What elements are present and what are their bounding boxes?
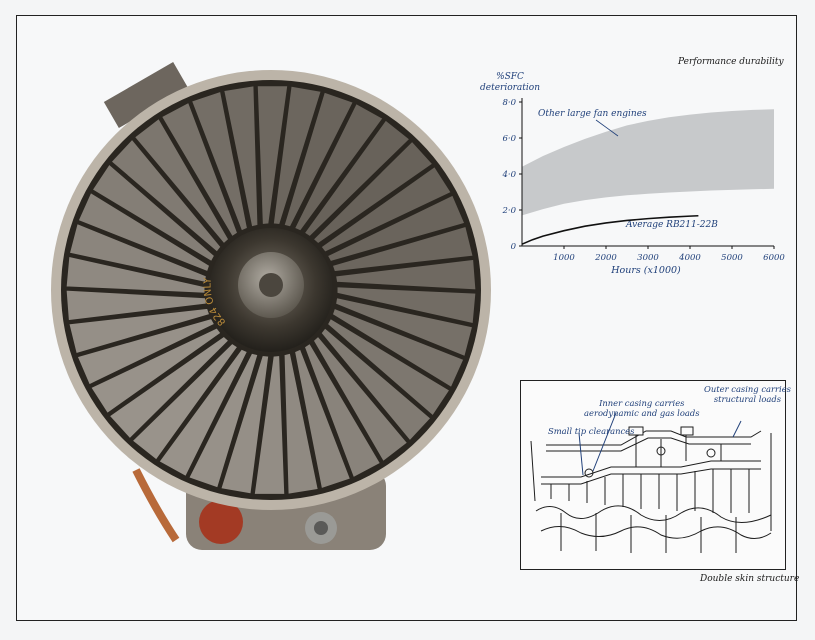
- fan-blade: [68, 222, 208, 284]
- fan-blade: [65, 255, 206, 294]
- fan-blade: [312, 335, 409, 463]
- diagram-caption: Double skin structure: [700, 574, 800, 584]
- fan-blade: [283, 91, 355, 228]
- fan-blade: [110, 138, 222, 253]
- x-tick-label: 4000: [678, 253, 701, 263]
- fan-blade: [331, 307, 465, 389]
- fan-blade: [283, 352, 320, 495]
- outer-casing-callout-line1: Outer casing carries: [704, 384, 791, 394]
- fan-blade: [190, 90, 249, 232]
- outer-casing-callout-line2: structural loads: [713, 394, 782, 404]
- fan-blade: [219, 354, 270, 495]
- performance-chart: %SFC deterioration Hours (x1000) Other l…: [480, 72, 785, 276]
- x-tick-label: 5000: [721, 253, 743, 263]
- y-axis-label-line2: deterioration: [480, 83, 540, 93]
- y-tick-label: 8·0: [502, 98, 516, 108]
- chart-title: Performance durability: [678, 57, 784, 67]
- x-axis-label: Hours (x1000): [610, 265, 681, 276]
- x-tick-label: 2000: [594, 253, 617, 263]
- inner-casing-callout-line2: aerodynamic and gas loads: [584, 408, 700, 418]
- fan-blade: [312, 140, 434, 245]
- fan-blade: [65, 289, 208, 322]
- fan-blade: [293, 102, 384, 232]
- y-tick-label: 2·0: [501, 206, 516, 216]
- band-label: Other large fan engines: [538, 109, 647, 119]
- outer-casing-callout: Outer casing carries structural loads: [704, 384, 791, 404]
- fan-blade: [256, 84, 289, 226]
- fan-blade: [133, 117, 230, 245]
- fan-blade: [76, 317, 216, 386]
- y-tick-label: 0: [511, 242, 517, 252]
- fan-blade: [187, 352, 259, 489]
- series-average-rb211-22b: [521, 214, 699, 245]
- fan-blade: [253, 354, 286, 496]
- y-tick-label: 4·0: [501, 170, 516, 180]
- fan-blade: [222, 85, 259, 228]
- x-tick-label: 6000: [763, 253, 785, 263]
- fan-blade: [158, 348, 249, 478]
- x-tick-label: 3000: [637, 253, 659, 263]
- y-tick-label: 6·0: [502, 134, 516, 144]
- fan-blade: [326, 194, 466, 263]
- fan-blade: [272, 85, 323, 226]
- fan-engine-photo: 824 ONLY: [51, 62, 491, 550]
- tip-clearance-callout: Small tip clearances: [548, 426, 635, 436]
- x-tick-label: 1000: [553, 253, 575, 263]
- band-other-large-fan-engines: [522, 109, 774, 216]
- fan-blade: [68, 307, 211, 355]
- fan-blade: [77, 191, 211, 273]
- fan-blade: [108, 335, 230, 440]
- fan-blade: [160, 101, 239, 238]
- fan-blade: [320, 165, 453, 253]
- fan-blade: [331, 225, 474, 273]
- band-label-leader: [595, 119, 619, 137]
- fan-blades: [65, 84, 477, 496]
- fan-blade: [303, 342, 382, 479]
- fan-blade: [89, 327, 222, 415]
- fan-blade: [336, 286, 477, 325]
- fan-blade: [320, 327, 432, 442]
- fan-blade: [293, 348, 352, 490]
- double-skin-diagram: [520, 380, 786, 570]
- inner-casing-callout: Inner casing carries aerodynamic and gas…: [584, 398, 700, 418]
- fan-blade: [303, 119, 411, 238]
- fan-blade: [91, 163, 216, 263]
- fan-blade: [131, 342, 239, 461]
- fan-blade: [334, 296, 474, 358]
- series-label: Average RB211-22B: [625, 220, 718, 230]
- casing-cross-section: [530, 412, 772, 553]
- fan-blade: [326, 317, 451, 417]
- y-axis-label-line1: %SFC: [496, 72, 524, 82]
- inner-casing-callout-line1: Inner casing carries: [599, 398, 685, 408]
- fan-blade: [334, 258, 477, 291]
